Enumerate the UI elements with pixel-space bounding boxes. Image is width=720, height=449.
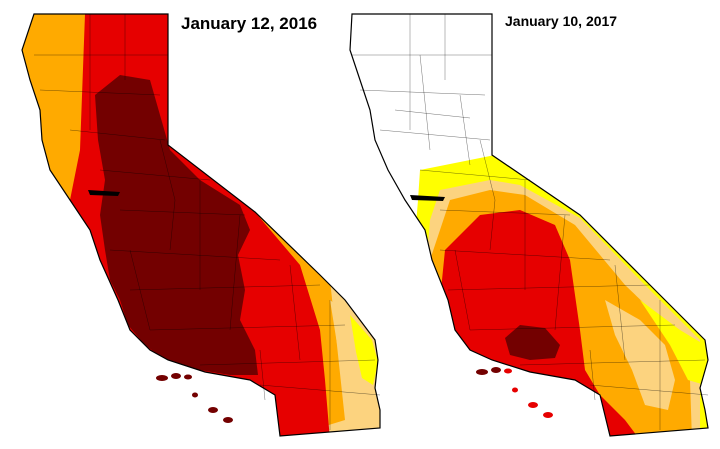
map-2016 [21, 13, 381, 437]
d0-region [640, 300, 705, 385]
state-outline [21, 13, 381, 437]
county-lines [34, 14, 381, 430]
d0-region [350, 315, 378, 385]
map-2017 [349, 13, 709, 437]
county-lines [352, 14, 709, 430]
d1-region [605, 300, 675, 410]
map-title-2017: January 10, 2017 [505, 13, 618, 29]
channel-islands [156, 373, 233, 423]
san-francisco-bay [88, 190, 120, 196]
state-outline [349, 13, 709, 437]
map-title-2016: January 12, 2016 [181, 14, 318, 33]
san-francisco-bay [410, 195, 445, 201]
d4-region [95, 75, 258, 375]
channel-islands [476, 367, 553, 418]
d4-region [505, 325, 560, 360]
